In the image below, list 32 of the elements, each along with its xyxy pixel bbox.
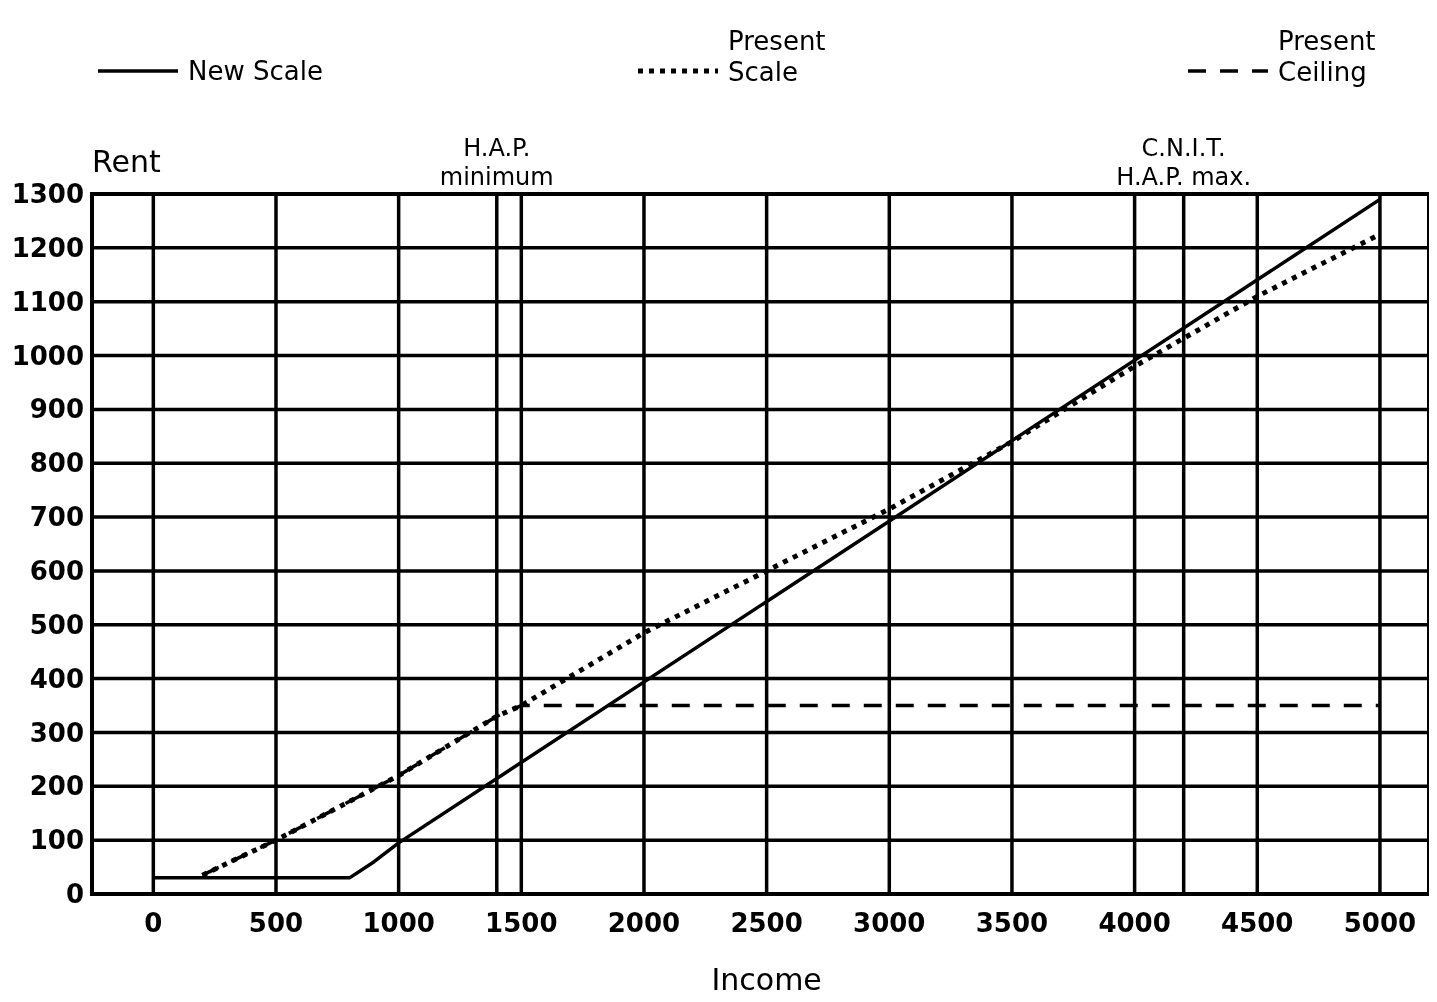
x-tick-label: 2000: [607, 908, 681, 938]
x-tick-label: 1000: [362, 908, 435, 938]
y-tick-label: 900: [29, 394, 84, 425]
y-tick-label: 1100: [11, 286, 84, 317]
y-tick-label: 300: [29, 717, 84, 748]
y-tick-label: 400: [29, 663, 84, 694]
y-tick-label: 1200: [11, 232, 84, 263]
legend-label: Present Scale: [728, 26, 826, 88]
x-tick-label: 1500: [485, 908, 558, 938]
y-tick-label: 100: [29, 825, 84, 856]
legend-label: Present Ceiling: [1278, 26, 1376, 88]
y-tick-label: 700: [29, 502, 84, 533]
y-tick-label: 0: [65, 879, 84, 910]
x-axis-title: Income: [711, 962, 822, 997]
y-tick-label: 1300: [11, 179, 84, 210]
x-tick-label: 4500: [1221, 908, 1294, 938]
legend-label: New Scale: [188, 56, 323, 86]
x-tick-label: 500: [248, 908, 304, 938]
ref-line-label: C.N.I.T. H.A.P. max.: [1116, 134, 1252, 191]
x-tick-label: 4000: [1098, 908, 1171, 938]
y-tick-label: 500: [29, 609, 84, 640]
x-tick-label: 3500: [975, 908, 1049, 938]
ref-line-label: H.A.P. minimum: [439, 134, 554, 191]
x-tick-label: 2500: [730, 908, 803, 938]
x-tick-label: 5000: [1343, 908, 1417, 938]
y-tick-label: 600: [29, 556, 84, 587]
x-tick-label: 0: [144, 908, 163, 938]
y-tick-label: 1000: [11, 340, 84, 371]
y-tick-label: 200: [29, 771, 84, 802]
y-tick-label: 800: [29, 448, 84, 479]
x-tick-label: 3000: [853, 908, 926, 938]
y-axis-title: Rent: [92, 144, 161, 179]
